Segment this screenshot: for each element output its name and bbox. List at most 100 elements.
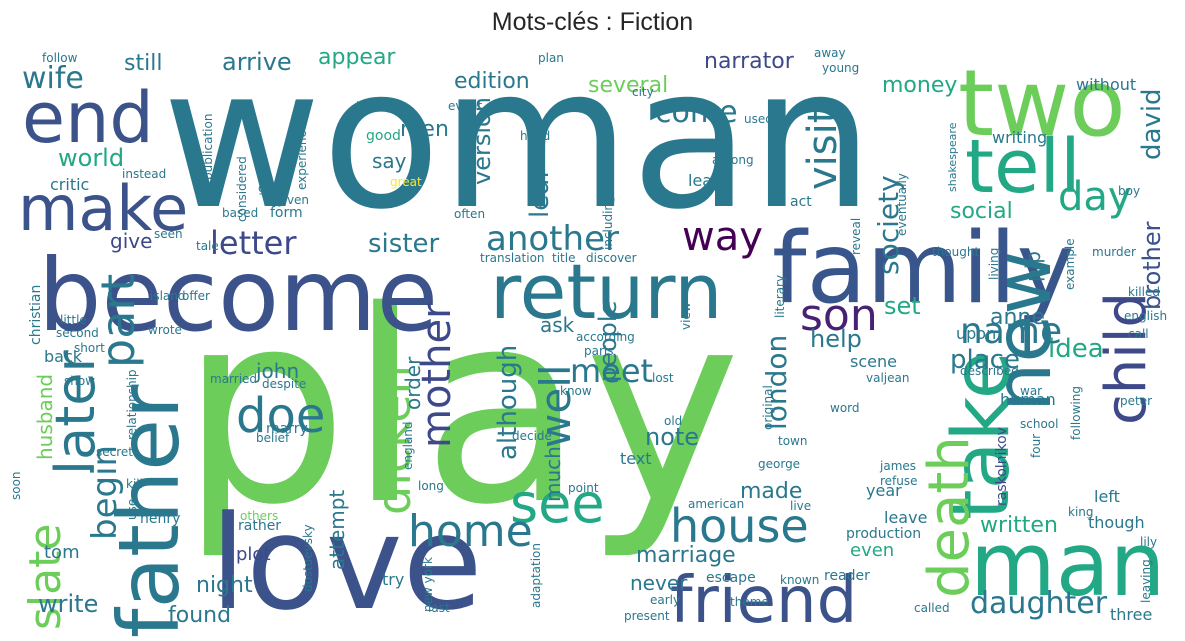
- word-night: night: [196, 573, 253, 598]
- word-daughter: daughter: [970, 586, 1108, 621]
- word-four: four: [1029, 434, 1043, 458]
- word-still: still: [124, 51, 162, 76]
- word-production: production: [846, 526, 921, 542]
- word-adaptation: adaptation: [529, 543, 543, 608]
- word-attempt: attempt: [325, 490, 349, 570]
- word-tale: tale: [196, 239, 219, 253]
- word-upon: upon: [956, 324, 996, 343]
- word-peter: peter: [1120, 394, 1152, 408]
- word-made: made: [740, 479, 802, 504]
- word-house: house: [670, 499, 809, 553]
- word-another: another: [486, 219, 619, 259]
- word-belief: belief: [256, 431, 290, 445]
- word-described: described: [960, 364, 1019, 378]
- word-despite: despite: [262, 377, 306, 391]
- word-society: society: [872, 175, 905, 275]
- word-wrote: wrote: [148, 323, 182, 337]
- word-leaving: leaving: [1139, 559, 1153, 603]
- word-later: later: [44, 350, 107, 475]
- word-name: name: [960, 311, 1062, 352]
- word-refuse: refuse: [880, 474, 918, 488]
- word-sister: sister: [368, 229, 440, 259]
- word-england: england: [401, 421, 415, 470]
- word-death: death: [917, 436, 982, 598]
- word-reveal: reveal: [849, 218, 863, 255]
- word-show: show: [64, 374, 95, 388]
- word-early: early: [650, 593, 680, 607]
- word-make: make: [18, 172, 188, 245]
- word-present: present: [624, 609, 670, 623]
- word-write: write: [38, 590, 98, 618]
- word-way: way: [682, 214, 763, 260]
- word-play: play: [180, 255, 741, 563]
- word-great: great: [390, 175, 422, 189]
- word-arrive: arrive: [222, 48, 292, 76]
- word-example: example: [1063, 238, 1077, 290]
- word-married: married: [210, 372, 257, 386]
- word-school: school: [1020, 417, 1058, 431]
- word-old: old: [664, 414, 682, 428]
- word-boy: boy: [1118, 184, 1140, 198]
- word-good: good: [366, 128, 401, 144]
- word-discover: discover: [586, 251, 637, 265]
- word-plot: plot: [236, 544, 271, 565]
- word-men: men: [400, 117, 449, 142]
- word-much: much: [541, 446, 565, 502]
- word-title: title: [552, 251, 575, 265]
- word-give: give: [110, 229, 152, 253]
- word-eventually: eventually: [895, 173, 909, 236]
- word-order: order: [401, 356, 425, 410]
- word-see: see: [510, 472, 605, 535]
- word-hand: hand: [520, 129, 550, 143]
- word-away: away: [814, 46, 846, 60]
- word-two: two: [958, 50, 1126, 157]
- word-say: say: [372, 149, 407, 173]
- word-experience: experience: [295, 123, 309, 190]
- word-james: james: [879, 459, 916, 473]
- word-help: help: [810, 325, 862, 353]
- word-leaf: leaf: [525, 169, 555, 218]
- word-city: city: [632, 85, 654, 99]
- word-use: use: [125, 499, 139, 520]
- word-young: young: [822, 61, 859, 75]
- word-marriage: marriage: [636, 543, 736, 568]
- word-role: role: [380, 99, 403, 113]
- word-though: though: [1088, 513, 1145, 532]
- word-end: end: [22, 77, 154, 159]
- word-tell: tell: [965, 124, 1081, 210]
- word-son: son: [800, 290, 878, 341]
- word-last: last: [428, 601, 450, 615]
- word-world: world: [58, 144, 124, 172]
- word-american: american: [688, 497, 744, 511]
- word-well: well: [531, 364, 580, 448]
- word-begin: begin: [85, 445, 125, 540]
- word-call: call: [1128, 327, 1149, 341]
- word-text: text: [620, 449, 652, 468]
- word-second: second: [56, 326, 99, 340]
- word-pip: pip: [1021, 251, 1045, 282]
- word-english: english: [1124, 309, 1167, 323]
- word-day: day: [1058, 174, 1132, 220]
- word-rather: rather: [238, 518, 281, 534]
- word-new: new: [979, 251, 1069, 412]
- word-short: short: [74, 341, 105, 355]
- word-henry: henry: [140, 511, 180, 527]
- word-view: view: [679, 302, 693, 330]
- word-tom: tom: [44, 542, 80, 563]
- word-version: version: [468, 97, 496, 185]
- word-written: written: [980, 513, 1058, 538]
- word-doe: doe: [236, 388, 325, 444]
- word-including: including: [601, 195, 615, 250]
- word-shakespeare: shakespeare: [946, 122, 959, 192]
- word-paris: paris: [584, 344, 614, 358]
- word-appear: appear: [318, 45, 396, 70]
- word-without: without: [1076, 75, 1136, 94]
- word-following: following: [1069, 386, 1083, 440]
- word-reader: reader: [824, 568, 870, 584]
- word-money: money: [882, 73, 957, 98]
- word-decide: decide: [512, 429, 552, 443]
- word-christian: christian: [28, 285, 44, 345]
- word-woman: woman: [162, 25, 874, 252]
- word-left: left: [1094, 487, 1120, 506]
